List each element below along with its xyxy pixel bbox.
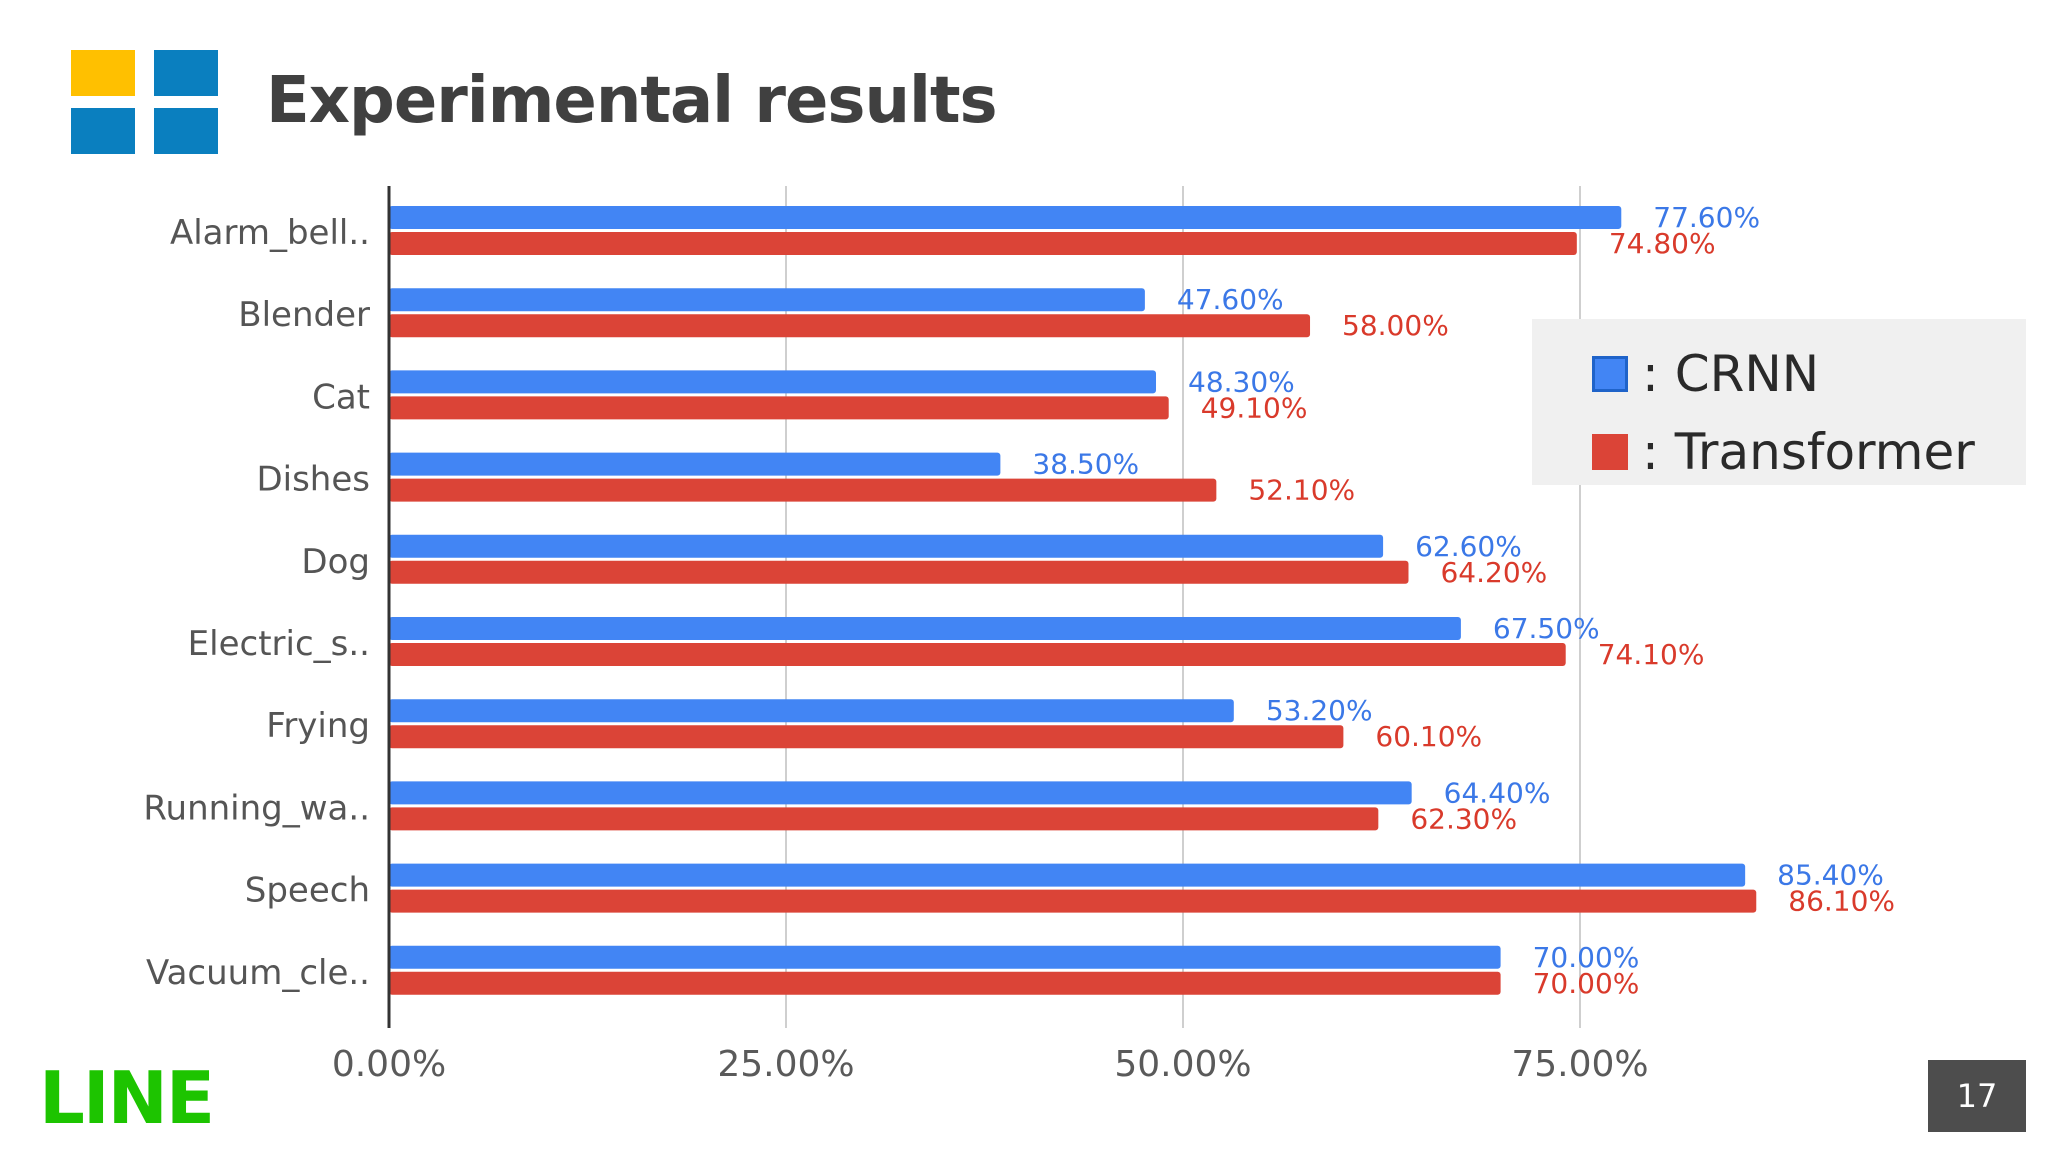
bar-crnn-0 <box>389 206 1622 229</box>
logo-icon <box>71 50 218 158</box>
bar-transformer-4 <box>389 560 1409 584</box>
category-label-9: Vacuum_cle.. <box>146 953 370 993</box>
bar-transformer-0 <box>389 232 1577 255</box>
x-tick-label-1: 25.00% <box>717 1044 854 1085</box>
category-label-7: Running_wa.. <box>143 788 370 828</box>
legend-item-crnn: : CRNN <box>1592 344 1819 404</box>
bar-crnn-3 <box>389 452 1001 476</box>
bar-transformer-9 <box>389 971 1501 995</box>
bar-crnn-7 <box>389 781 1412 805</box>
bar-crnn-9 <box>389 945 1501 969</box>
data-label-crnn-8: 85.40% <box>1777 859 1884 892</box>
category-label-3: Dishes <box>256 460 370 500</box>
logo-square-blue-br <box>154 108 218 154</box>
line-logo-text: LINE <box>39 1056 215 1140</box>
data-label-transformer-9: 70.00% <box>1533 967 1640 1000</box>
legend-swatch-crnn <box>1592 356 1628 392</box>
data-label-transformer-4: 64.20% <box>1440 556 1547 589</box>
bar-crnn-5 <box>389 617 1461 640</box>
category-label-4: Dog <box>301 542 370 582</box>
data-label-transformer-8: 86.10% <box>1788 885 1895 918</box>
logo-square-yellow <box>71 50 135 96</box>
data-label-crnn-5: 67.50% <box>1493 612 1600 645</box>
data-label-crnn-2: 48.30% <box>1188 365 1295 398</box>
chart-legend: : CRNN : Transformer <box>1532 319 2026 485</box>
bar-crnn-8 <box>389 863 1746 887</box>
data-label-crnn-0: 77.60% <box>1653 201 1760 234</box>
bar-transformer-7 <box>389 807 1379 831</box>
data-label-crnn-9: 70.00% <box>1533 941 1640 974</box>
bar-transformer-2 <box>389 396 1169 420</box>
data-label-transformer-3: 52.10% <box>1248 474 1355 507</box>
data-label-crnn-7: 64.40% <box>1444 776 1551 809</box>
bar-crnn-4 <box>389 534 1384 558</box>
logo-square-blue-bl <box>71 108 135 154</box>
page-number: 17 <box>1928 1060 2026 1132</box>
legend-label-transformer: : Transformer <box>1642 423 1975 481</box>
bar-transformer-8 <box>389 889 1757 913</box>
x-tick-label-0: 0.00% <box>332 1044 446 1085</box>
data-label-transformer-2: 49.10% <box>1201 391 1308 424</box>
legend-label-crnn: : CRNN <box>1642 345 1820 403</box>
data-label-crnn-3: 38.50% <box>1032 448 1139 481</box>
bar-crnn-2 <box>389 370 1157 394</box>
bar-crnn-1 <box>389 288 1145 312</box>
data-label-crnn-6: 53.20% <box>1266 694 1373 727</box>
category-label-0: Alarm_bell.. <box>170 213 370 253</box>
slide-title: Experimental results <box>266 64 998 138</box>
category-label-8: Speech <box>245 871 370 911</box>
x-tick-label-3: 75.00% <box>1511 1044 1648 1085</box>
bar-transformer-1 <box>389 314 1311 338</box>
bar-transformer-3 <box>389 478 1217 502</box>
data-label-transformer-0: 74.80% <box>1609 227 1716 260</box>
legend-swatch-transformer <box>1592 434 1628 470</box>
x-tick-label-2: 50.00% <box>1114 1044 1251 1085</box>
category-label-5: Electric_s.. <box>188 624 370 664</box>
data-label-transformer-1: 58.00% <box>1342 309 1449 342</box>
bar-transformer-5 <box>389 643 1566 666</box>
bar-transformer-6 <box>389 725 1344 749</box>
category-label-1: Blender <box>238 295 370 335</box>
category-label-2: Cat <box>312 377 370 417</box>
category-label-6: Frying <box>266 706 370 746</box>
bar-crnn-6 <box>389 699 1234 723</box>
data-label-transformer-6: 60.10% <box>1375 720 1482 753</box>
data-label-crnn-4: 62.60% <box>1415 530 1522 563</box>
data-label-transformer-7: 62.30% <box>1410 802 1517 835</box>
logo-square-blue-tr <box>154 50 218 96</box>
data-label-transformer-5: 74.10% <box>1598 638 1705 671</box>
data-label-crnn-1: 47.60% <box>1177 283 1284 316</box>
legend-item-transformer: : Transformer <box>1592 422 1975 482</box>
